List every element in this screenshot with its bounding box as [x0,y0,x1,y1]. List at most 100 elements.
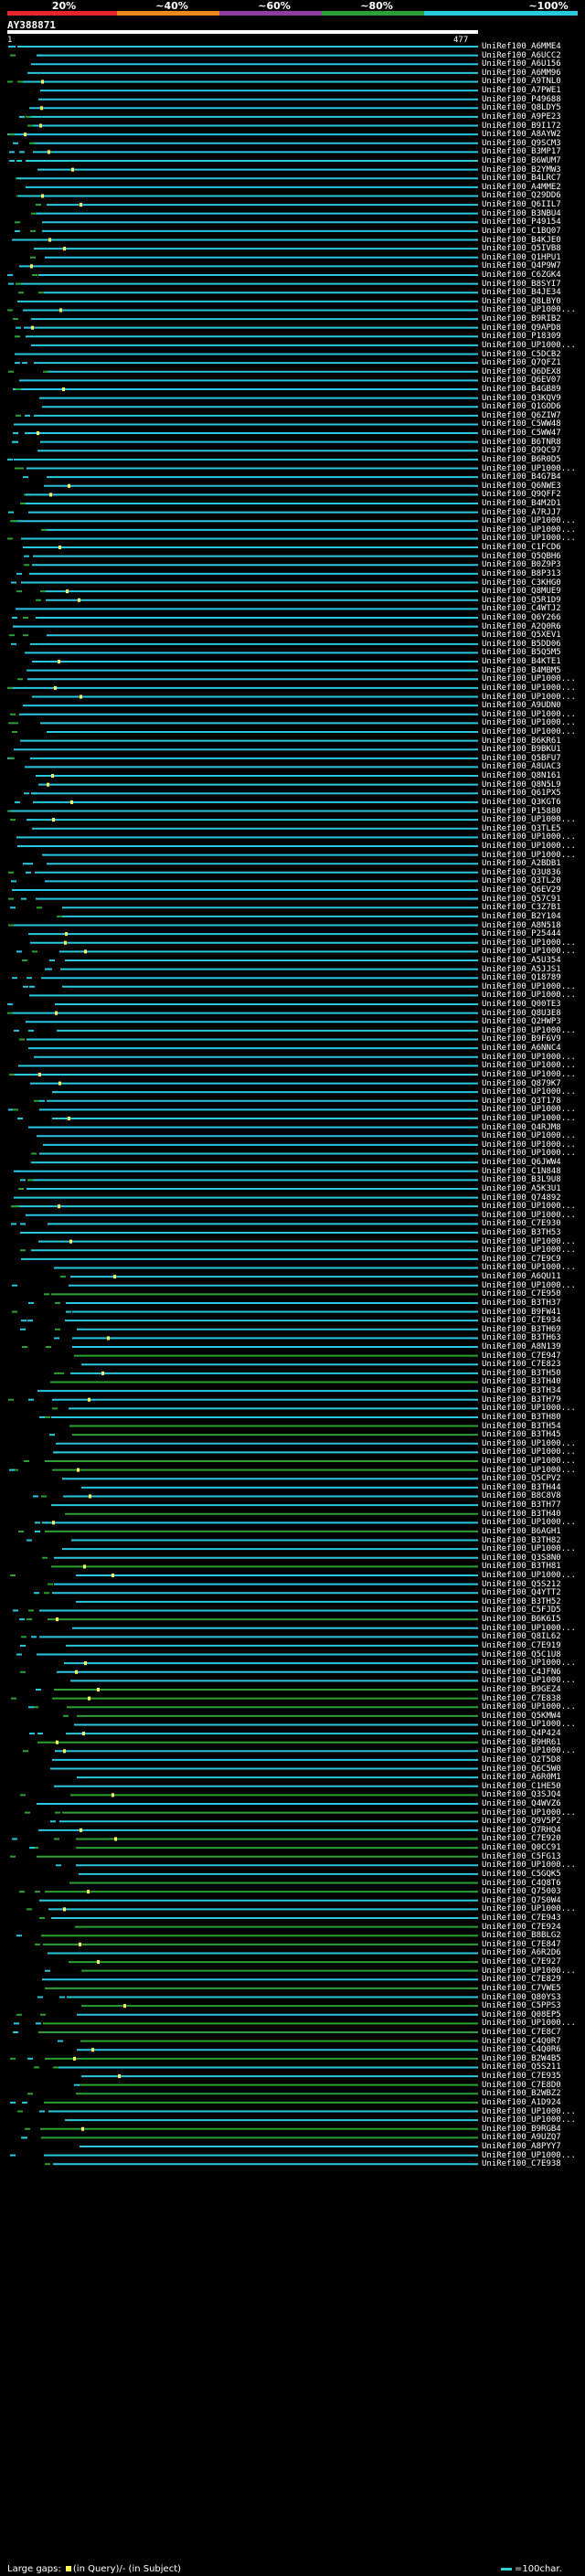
hit-label[interactable]: UniRef100_Q7QFZ1 [482,358,561,368]
hit-label[interactable]: UniRef100_C5DCB2 [482,349,561,359]
hit-label[interactable]: UniRef100_C7E838 [482,1693,561,1703]
hit-label[interactable]: UniRef100_A9TNL0 [482,77,561,87]
hit-label[interactable]: UniRef100_A5JJS1 [482,964,561,974]
hit-label[interactable]: UniRef100_B9I172 [482,121,561,131]
hit-label[interactable]: UniRef100_B2WBZ2 [482,2089,561,2099]
hit-label[interactable]: UniRef100_UP1000... [482,305,576,315]
hit-label[interactable]: UniRef100_C5WW48 [482,419,561,429]
hit-label[interactable]: UniRef100_UP1000... [482,1061,576,1071]
hit-label[interactable]: UniRef100_UP1000... [482,2019,576,2029]
hit-label[interactable]: UniRef100_Q18789 [482,973,561,983]
hit-label[interactable]: UniRef100_A2BDB1 [482,859,561,869]
hit-label[interactable]: UniRef100_UP1000... [482,1246,576,1256]
hit-label[interactable]: UniRef100_Q5BFU7 [482,753,561,763]
hit-label[interactable]: UniRef100_Q6JWW4 [482,1158,561,1168]
hit-label[interactable]: UniRef100_C1N848 [482,1166,561,1176]
hit-label[interactable]: UniRef100_UP1000... [482,1465,576,1475]
hit-label[interactable]: UniRef100_A9UDN0 [482,701,561,711]
hit-label[interactable]: UniRef100_A9PE23 [482,111,561,122]
hit-label[interactable]: UniRef100_B3TH44 [482,1482,561,1492]
hit-label[interactable]: UniRef100_Q8MUE9 [482,587,561,597]
hit-label[interactable]: UniRef100_UP1000... [482,1114,576,1124]
hit-label[interactable]: UniRef100_Q1GOD6 [482,402,561,412]
hit-label[interactable]: UniRef100_A8N518 [482,920,561,930]
hit-label[interactable]: UniRef100_B4KTE1 [482,657,561,667]
hit-label[interactable]: UniRef100_C7E920 [482,1834,561,1844]
hit-label[interactable]: UniRef100_Q3KGT6 [482,797,561,807]
hit-label[interactable]: UniRef100_Q2T5D8 [482,1754,561,1765]
hit-label[interactable]: UniRef100_B6R0D5 [482,454,561,464]
hit-label[interactable]: UniRef100_Q8U3E8 [482,1008,561,1018]
hit-label[interactable]: UniRef100_A9UZQ7 [482,2133,561,2143]
hit-label[interactable]: UniRef100_C6ZGK4 [482,270,561,280]
hit-label[interactable]: UniRef100_A6U156 [482,59,561,69]
hit-label[interactable]: UniRef100_UP1000... [482,815,576,825]
hit-label[interactable]: UniRef100_C7E930 [482,1219,561,1229]
hit-label[interactable]: UniRef100_B4MBM5 [482,665,561,675]
hit-label[interactable]: UniRef100_UP1000... [482,1404,576,1414]
hit-label[interactable]: UniRef100_B3MP17 [482,147,561,157]
hit-label[interactable]: UniRef100_B0Z9P3 [482,560,561,570]
hit-label[interactable]: UniRef100_Q5QBH6 [482,551,561,561]
hit-label[interactable]: UniRef100_B8BLG2 [482,1931,561,1941]
hit-label[interactable]: UniRef100_UP1000... [482,1131,576,1141]
hit-label[interactable]: UniRef100_Q5S211 [482,2062,561,2072]
hit-label[interactable]: UniRef100_Q3SJQ4 [482,1790,561,1800]
hit-label[interactable]: UniRef100_Q4WVZ6 [482,1799,561,1808]
hit-label[interactable]: UniRef100_UP1000... [482,1140,576,1150]
hit-label[interactable]: UniRef100_B3TH69 [482,1324,561,1334]
hit-label[interactable]: UniRef100_B4JE34 [482,288,561,298]
hit-label[interactable]: UniRef100_Q8N161 [482,771,561,781]
hit-label[interactable]: UniRef100_A5K3U1 [482,1183,561,1193]
hit-label[interactable]: UniRef100_UP1000... [482,947,576,957]
hit-label[interactable]: UniRef100_B2W4B5 [482,2053,561,2063]
hit-label[interactable]: UniRef100_Q4P9W7 [482,261,561,271]
hit-label[interactable]: UniRef100_Q6DEX8 [482,366,561,376]
hit-label[interactable]: UniRef100_B3TH34 [482,1386,561,1396]
hit-label[interactable]: UniRef100_B6K6I5 [482,1615,561,1625]
hit-label[interactable]: UniRef100_Q4YTT2 [482,1588,561,1598]
hit-label[interactable]: UniRef100_A6MM96 [482,68,561,78]
hit-label[interactable]: UniRef100_Q6ZIW7 [482,410,561,420]
hit-label[interactable]: UniRef100_A6MME4 [482,42,561,51]
hit-label[interactable]: UniRef100_UP1000... [482,2150,576,2160]
hit-label[interactable]: UniRef100_A5U354 [482,955,561,965]
hit-label[interactable]: UniRef100_A1D924 [482,2097,561,2107]
hit-label[interactable]: UniRef100_Q3TL20 [482,876,561,886]
hit-label[interactable]: UniRef100_C5GQK5 [482,1869,561,1879]
hit-label[interactable]: UniRef100_B3NBU4 [482,208,561,218]
hit-label[interactable]: UniRef100_B3TH40 [482,1509,561,1519]
hit-label[interactable]: UniRef100_UP1000... [482,1544,576,1554]
hit-label[interactable]: UniRef100_UP1000... [482,1438,576,1448]
hit-label[interactable]: UniRef100_B9F6V9 [482,1034,561,1044]
hit-label[interactable]: UniRef100_Q61PX5 [482,789,561,799]
hit-label[interactable]: UniRef100_C7E947 [482,1351,561,1361]
hit-label[interactable]: UniRef100_B9FW41 [482,1307,561,1317]
hit-label[interactable]: UniRef100_C7E943 [482,1913,561,1923]
hit-label[interactable]: UniRef100_Q74892 [482,1193,561,1203]
hit-label[interactable]: UniRef100_B2YMW3 [482,164,561,175]
hit-label[interactable]: UniRef100_UP1000... [482,534,576,544]
hit-label[interactable]: UniRef100_UP1000... [482,674,576,684]
hit-label[interactable]: UniRef100_UP1000... [482,850,576,860]
hit-label[interactable]: UniRef100_A8N139 [482,1342,561,1352]
hit-label[interactable]: UniRef100_Q3KQV9 [482,393,561,403]
hit-label[interactable]: UniRef100_B9GEZ4 [482,1685,561,1694]
hit-label[interactable]: UniRef100_B3TH77 [482,1500,561,1511]
hit-label[interactable]: UniRef100_B8P313 [482,568,561,578]
hit-label[interactable]: UniRef100_B9HR61 [482,1737,561,1747]
hit-label[interactable]: UniRef100_UP1000... [482,1807,576,1818]
hit-label[interactable]: UniRef100_UP1000... [482,1069,576,1079]
hit-label[interactable]: UniRef100_C7E8D0 [482,2080,561,2090]
hit-label[interactable]: UniRef100_B4G7B4 [482,472,561,482]
hit-label[interactable]: UniRef100_P49154 [482,217,561,228]
hit-label[interactable]: UniRef100_A6UCC2 [482,50,561,60]
hit-label[interactable]: UniRef100_B4M2D1 [482,498,561,508]
hit-label[interactable]: UniRef100_P25444 [482,929,561,939]
hit-label[interactable]: UniRef100_B6TNR8 [482,437,561,447]
hit-label[interactable]: UniRef100_C5FJD5 [482,1606,561,1616]
hit-label[interactable]: UniRef100_B3TH37 [482,1298,561,1308]
hit-label[interactable]: UniRef100_UP1000... [482,981,576,991]
hit-label[interactable]: UniRef100_Q57C91 [482,894,561,904]
hit-label[interactable]: UniRef100_UP1000... [482,1236,576,1246]
